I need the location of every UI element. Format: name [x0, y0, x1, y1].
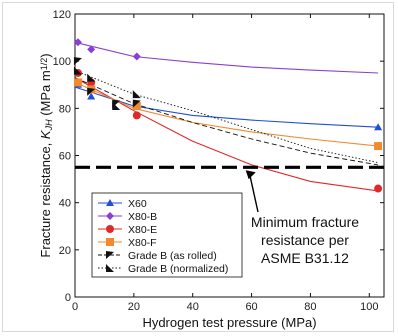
threshold-annotation-line: resistance per: [261, 232, 349, 248]
data-point-grade-b-normalized-: [73, 66, 82, 75]
data-point-grade-b-normalized-: [87, 73, 96, 82]
y-axis-label-k: K: [38, 129, 53, 139]
data-point-x80-e: [132, 111, 141, 120]
data-point-grade-b-as-rolled-: [132, 99, 141, 108]
x-tick-label: 80: [304, 301, 316, 313]
y-axis-label-units: (MPa m: [38, 70, 53, 119]
fit-line-x80-f: [74, 81, 379, 147]
fit-line-x80-b: [74, 41, 379, 74]
legend-marker: [106, 212, 114, 220]
threshold-annotation-line: ASME B31.12: [261, 250, 349, 266]
y-axis-label: Fracture resistance, KJH (MPa m1/2): [38, 53, 54, 257]
data-point-x80-e: [374, 184, 383, 193]
x-tick-label: 40: [187, 301, 199, 313]
fit-line-grade-b-normalized-: [74, 70, 379, 164]
data-point-grade-b-normalized-: [132, 90, 141, 99]
y-axis-label-sub: JH: [44, 119, 54, 132]
fit-lines: [74, 41, 379, 192]
axes: 0 20 40 60 80 100 120 0 20 40 60 80 100: [53, 9, 385, 313]
y-tick-label: 0: [65, 292, 71, 304]
data-point-grade-b-as-rolled-: [73, 57, 82, 66]
data-point-x80-b: [73, 38, 82, 47]
x-tick-label: 20: [128, 301, 140, 313]
data-point-x60: [87, 92, 96, 100]
x-tick-label: 100: [360, 301, 378, 313]
threshold-arrow-head: [245, 170, 256, 180]
fit-line-grade-b-as-rolled-: [74, 77, 379, 166]
x-axis-label: Hydrogen test pressure (MPa): [142, 315, 316, 330]
data-point-x80-f: [73, 78, 82, 87]
y-tick-label: 80: [59, 103, 71, 115]
axis-labels: Hydrogen test pressure (MPa) Fracture res…: [38, 53, 317, 330]
legend-label: X80-E: [128, 224, 157, 236]
legend-marker: [106, 251, 114, 259]
data-point-x80-b: [132, 52, 141, 61]
y-axis-label-close: ): [38, 53, 53, 57]
data-point-x80-f: [132, 101, 141, 110]
data-point-x80-b: [87, 45, 96, 54]
x-tick-label: 60: [245, 301, 257, 313]
legend-marker: [106, 199, 114, 206]
data-point-grade-b-as-rolled-: [87, 87, 96, 96]
legend-marker: [106, 238, 114, 246]
legend-label: X60: [128, 198, 147, 210]
y-axis-label-sup: 1/2: [39, 58, 49, 71]
threshold-arrow-shaft: [249, 174, 259, 213]
data-markers: [73, 38, 383, 193]
legend-label: Grade B (as rolled): [128, 250, 217, 262]
legend-label: X80-B: [128, 211, 157, 223]
y-tick-label: 120: [53, 9, 71, 21]
data-point-grade-b-normalized-: [112, 101, 121, 110]
legend-label: X80-F: [128, 237, 157, 249]
x-tick-label: 0: [72, 301, 78, 313]
y-tick-label: 40: [59, 198, 71, 210]
data-point-x80-f: [374, 142, 383, 151]
legend-marker: [106, 264, 114, 272]
threshold-line-group: Minimum fracture resistance per ASME B31.1…: [75, 165, 384, 266]
y-tick-label: 20: [59, 245, 71, 257]
y-tick-label: 100: [53, 56, 71, 68]
legend-label: Grade B (normalized): [128, 263, 228, 275]
y-tick-label: 60: [59, 151, 71, 163]
y-axis-label-prefix: Fracture resistance,: [38, 139, 53, 258]
legend-box: [91, 192, 243, 278]
fit-line-x60: [74, 86, 379, 128]
legend-marker: [106, 225, 114, 233]
threshold-annotation-line: Minimum fracture: [251, 214, 359, 230]
data-point-x60: [374, 123, 383, 131]
fit-line-x80-e: [74, 77, 379, 192]
